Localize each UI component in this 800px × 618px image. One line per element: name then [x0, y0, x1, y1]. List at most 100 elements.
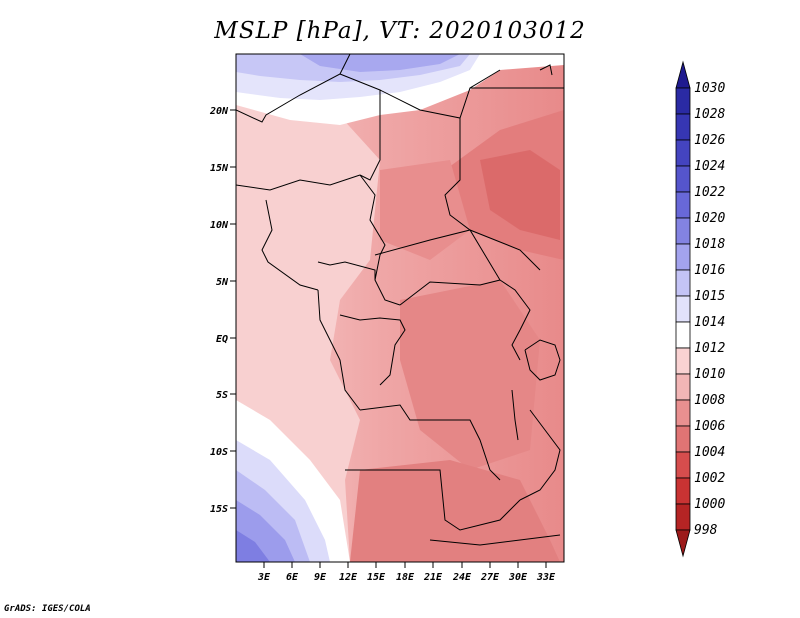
colorbar-segment	[675, 191, 691, 219]
coast-gabon-congo	[317, 289, 361, 411]
colorbar-label: 1002	[694, 471, 725, 486]
lon-label: 6E	[286, 572, 299, 583]
field-band-1008-congo	[400, 280, 540, 470]
lat-label: 15N	[210, 163, 229, 174]
colorbar-label: 998	[694, 523, 718, 538]
lat-tick: 5S	[216, 390, 236, 401]
lat-label: 5S	[216, 390, 228, 401]
lon-label: 15E	[367, 572, 386, 583]
lon-label: 24E	[452, 572, 472, 583]
border-drc-east	[499, 279, 531, 361]
lon-label: 30E	[508, 572, 528, 583]
map-title: MSLP [hPa], VT: 2020103012	[214, 18, 586, 44]
field-low-core	[480, 150, 560, 240]
colorbar-segment	[675, 451, 691, 479]
border-niger	[339, 73, 381, 181]
border-zambia	[519, 409, 561, 501]
colorbar-label: 1015	[694, 289, 725, 304]
colorbar-segment	[675, 503, 691, 531]
field-band-1020-sa	[236, 530, 270, 562]
lon-tick: 9E	[314, 562, 327, 583]
lon-label: 33E	[536, 572, 556, 583]
border-angola-namibia	[345, 469, 521, 531]
lake-victoria	[524, 339, 561, 381]
lat-tick: 15N	[210, 163, 236, 174]
colorbar-label: 1008	[694, 393, 725, 408]
colorbar-segment	[675, 399, 691, 427]
lon-label: 27E	[480, 572, 500, 583]
lat-label: 20N	[209, 106, 229, 117]
plot-frame	[235, 53, 565, 563]
colorbar-segment	[675, 373, 691, 401]
lon-label: 3E	[257, 572, 271, 583]
lat-tick: 20N	[209, 106, 236, 117]
colorbar-segment	[675, 269, 691, 297]
colorbar-segment	[675, 139, 691, 167]
colorbar-segment	[675, 87, 691, 115]
country-borders	[236, 54, 564, 546]
colorbar-label: 1000	[694, 497, 725, 512]
lat-tick: EQ	[216, 334, 236, 345]
coast-red-sea	[539, 64, 553, 76]
border-congo	[339, 314, 406, 386]
colorbar-segment	[675, 295, 691, 323]
lat-label: 15S	[210, 504, 228, 515]
colorbar-label: 1016	[694, 263, 725, 278]
lon-label: 18E	[396, 572, 415, 583]
border-chad-sudan	[444, 118, 541, 271]
colorbar-segment	[675, 425, 691, 453]
colorbar-segment	[675, 217, 691, 245]
lat-label: EQ	[216, 334, 228, 345]
colorbar-label: 1012	[694, 341, 725, 356]
border-cameroon-car	[317, 261, 401, 306]
lon-tick: 18E	[396, 562, 415, 583]
lat-axis: 20N 15N 10N 5N EQ 5S 10S 15S	[209, 106, 236, 515]
colorbar-segment	[675, 347, 691, 375]
colorbar-label: 1022	[694, 185, 725, 200]
lon-tick: 15E	[367, 562, 386, 583]
lon-label: 12E	[339, 572, 358, 583]
lon-tick: 27E	[480, 562, 500, 583]
lon-tick: 24E	[452, 562, 472, 583]
lat-tick: 5N	[216, 277, 236, 288]
pressure-field	[236, 54, 564, 562]
border-mali-algeria	[236, 54, 351, 123]
lon-tick: 6E	[286, 562, 299, 583]
field-band-1018	[300, 54, 460, 72]
colorbar-label: 1028	[694, 107, 725, 122]
lat-label: 10S	[210, 447, 228, 458]
colorbar-boxes	[675, 60, 691, 558]
border-south	[429, 534, 561, 546]
border-sahel	[236, 174, 361, 191]
colorbar-label: 1030	[694, 81, 725, 96]
colorbar-label: 1014	[694, 315, 725, 330]
lon-label: 21E	[423, 572, 443, 583]
colorbar-segment	[675, 60, 691, 89]
colorbar-segment	[675, 113, 691, 141]
field-band-1008-north	[380, 160, 470, 260]
lat-tick: 15S	[210, 504, 236, 515]
colorbar-segment	[675, 243, 691, 271]
lon-tick: 30E	[508, 562, 528, 583]
colorbar-segment	[675, 529, 691, 558]
colorbar-segment	[675, 165, 691, 193]
colorbar-label: 1006	[694, 419, 725, 434]
colorbar-labels: 1030 1028 1026 1024 1022 1020 1018 1016 …	[694, 81, 725, 538]
colorbar-label: 1020	[694, 211, 725, 226]
lon-tick: 12E	[339, 562, 358, 583]
lat-tick: 10N	[210, 220, 236, 231]
border-chad-nigeria	[359, 174, 386, 281]
lat-label: 10N	[210, 220, 229, 231]
colorbar: 1030 1028 1026 1024 1022 1020 1018 1016 …	[675, 60, 725, 558]
lon-label: 9E	[314, 572, 327, 583]
colorbar-label: 1024	[694, 159, 725, 174]
colorbar-label: 1026	[694, 133, 725, 148]
field-band-1008-south	[350, 460, 560, 562]
lake-tanganyika	[511, 389, 519, 441]
lon-tick: 21E	[423, 562, 443, 583]
lon-tick: 3E	[257, 562, 271, 583]
colorbar-label: 1018	[694, 237, 725, 252]
lon-tick: 33E	[536, 562, 556, 583]
border-angola-drc	[359, 404, 501, 481]
